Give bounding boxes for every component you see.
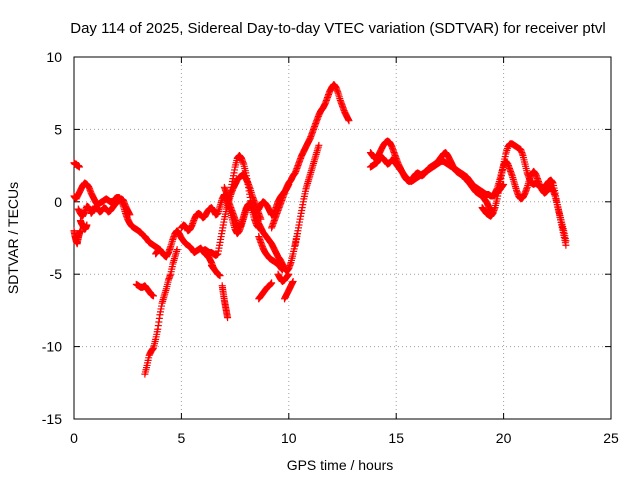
series-trace-b [70,227,84,248]
x-tick-label: 20 [496,430,512,446]
chart-title: Day 114 of 2025, Sidereal Day-to-day VTE… [70,20,606,37]
series-trace-k [207,262,224,280]
data-point [149,292,157,300]
data-point [83,221,91,229]
data-point [268,279,276,287]
series-trace-e [76,217,91,233]
data-points [70,81,570,378]
x-axis-label: GPS time / hours [287,457,394,473]
x-tick-label: 10 [281,430,297,446]
x-tick-label: 25 [603,430,619,446]
x-tick-label: 5 [178,430,186,446]
series-trace-g [141,246,181,378]
series-trace-p [255,279,276,303]
data-point [216,272,224,280]
x-axis: 0 5 10 15 20 25 [70,57,619,446]
data-point [173,246,181,254]
series-trace-d [74,195,134,220]
y-tick-label: 5 [54,121,62,137]
data-point [289,277,297,285]
series-trace-r [274,270,293,285]
data-point [278,266,286,274]
series-trace-t [291,141,323,249]
series-trace-q [268,81,353,232]
series-trace-l [218,282,232,322]
data-point [315,141,323,149]
x-tick-label: 0 [70,430,78,446]
data-point [562,241,570,249]
series-trace-f [132,280,157,300]
series-trace-s [281,277,297,303]
y-tick-label: 10 [46,49,62,65]
y-axis: -15 -10 -5 0 5 10 [42,49,611,427]
x-tick-label: 15 [388,430,404,446]
data-point [345,117,353,125]
data-point [75,163,83,171]
data-point [285,270,293,278]
series-trace-x [491,157,570,249]
y-axis-label: SDTVAR / TECUs [5,182,21,294]
y-tick-label: -5 [50,266,63,282]
series-trace-o [255,233,286,274]
y-tick-label: -15 [42,411,62,427]
series-trace-v [366,153,508,200]
series-trace-a [70,159,83,171]
y-tick-label: -10 [42,339,62,355]
data-point [126,211,134,219]
data-point [224,314,232,322]
y-tick-label: 0 [54,194,62,210]
